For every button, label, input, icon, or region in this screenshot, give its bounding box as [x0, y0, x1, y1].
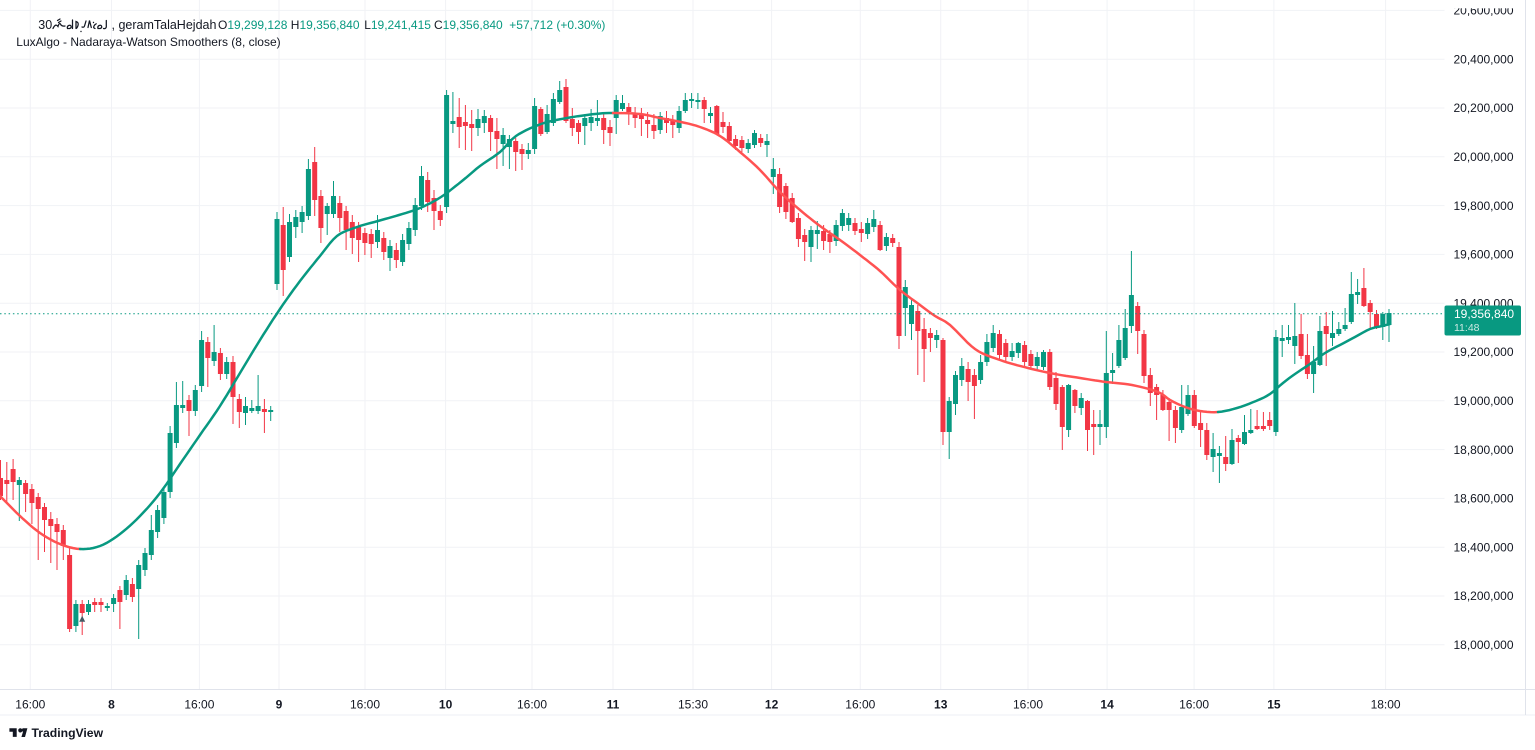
svg-text:+57,712 (+0.30%): +57,712 (+0.30%) [509, 18, 605, 32]
svg-text:18,600,000: 18,600,000 [1453, 492, 1513, 506]
svg-text:30: 30 [38, 18, 52, 32]
svg-text:16:00: 16:00 [184, 698, 214, 712]
svg-text:12: 12 [765, 698, 779, 712]
svg-text:18,400,000: 18,400,000 [1453, 540, 1513, 554]
svg-text:16:00: 16:00 [517, 698, 547, 712]
svg-text:14: 14 [1100, 698, 1114, 712]
svg-text:19,356,840: 19,356,840 [1454, 307, 1514, 321]
svg-text:11: 11 [607, 698, 620, 712]
svg-text:16:00: 16:00 [1179, 698, 1209, 712]
svg-text:10: 10 [439, 698, 453, 712]
svg-text:TradingView: TradingView [32, 726, 104, 740]
svg-text:8: 8 [108, 698, 115, 712]
svg-text:16:00: 16:00 [1013, 698, 1043, 712]
svg-text:20,200,000: 20,200,000 [1453, 101, 1513, 115]
svg-text:20,400,000: 20,400,000 [1453, 52, 1513, 66]
svg-text:19,000,000: 19,000,000 [1453, 394, 1513, 408]
svg-text:16:00: 16:00 [15, 698, 45, 712]
svg-text:L19,241,415: L19,241,415 [364, 18, 431, 32]
svg-text:15: 15 [1267, 698, 1281, 712]
svg-text:20,000,000: 20,000,000 [1453, 150, 1513, 164]
svg-text:9: 9 [276, 698, 283, 712]
svg-text:11:48: 11:48 [1454, 322, 1480, 334]
svg-text:C19,356,840: C19,356,840 [434, 18, 503, 32]
svg-text:16:00: 16:00 [845, 698, 875, 712]
svg-text:H19,356,840: H19,356,840 [291, 18, 360, 32]
svg-text:18,200,000: 18,200,000 [1453, 589, 1513, 603]
svg-text:19,800,000: 19,800,000 [1453, 199, 1513, 213]
svg-text:13: 13 [934, 698, 948, 712]
svg-text:19,200,000: 19,200,000 [1453, 345, 1513, 359]
svg-text:16:00: 16:00 [350, 698, 380, 712]
svg-text:O19,299,128: O19,299,128 [218, 18, 288, 32]
svg-text:18,800,000: 18,800,000 [1453, 443, 1513, 457]
svg-text:19,600,000: 19,600,000 [1453, 248, 1513, 262]
svg-text:18:00: 18:00 [1371, 698, 1401, 712]
svg-text:18,000,000: 18,000,000 [1453, 638, 1513, 652]
svg-text:15:30: 15:30 [678, 698, 708, 712]
svg-text:, geramTalaHejdah: , geramTalaHejdah [112, 18, 217, 32]
svg-text:LuxAlgo - Nadaraya-Watson Smoo: LuxAlgo - Nadaraya-Watson Smoothers (8, … [16, 35, 280, 49]
